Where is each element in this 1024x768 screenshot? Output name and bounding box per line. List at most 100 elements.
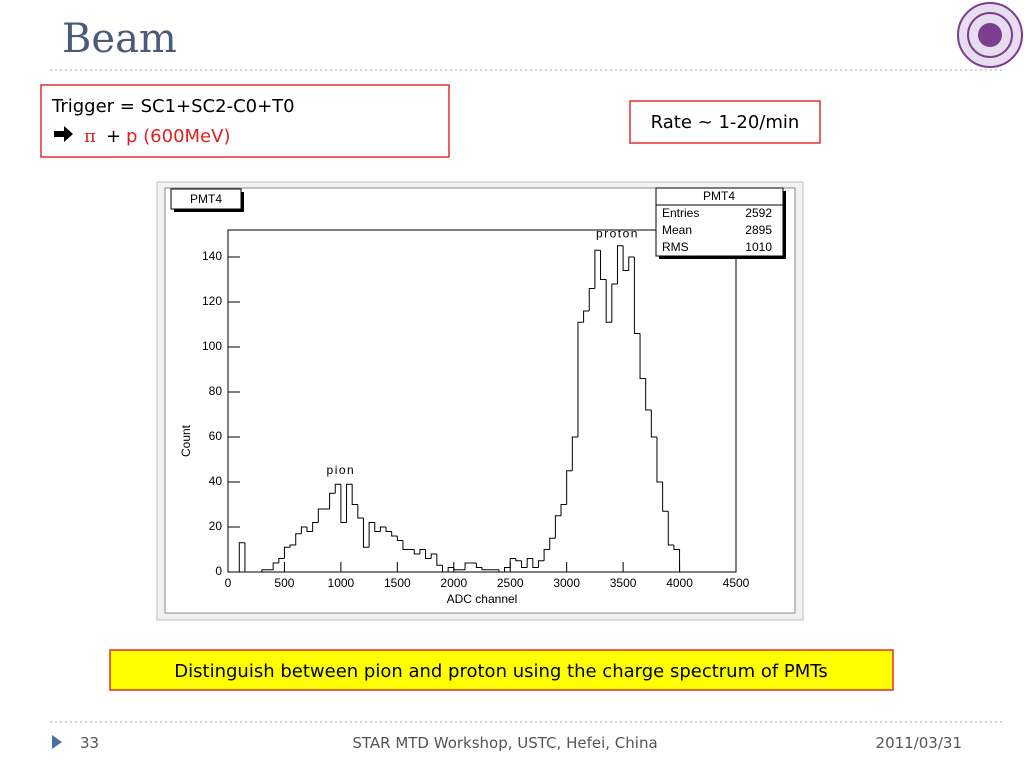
- x-tick-label: 500: [274, 576, 294, 590]
- histogram-bin: [611, 283, 618, 323]
- caption-box: [109, 649, 894, 691]
- histogram-bin: [238, 542, 245, 572]
- page-number: 33: [80, 734, 99, 752]
- histogram-bin: [526, 558, 533, 568]
- x-axis-label: ADC channel: [447, 592, 518, 606]
- histogram-bin: [504, 567, 511, 572]
- histogram-bin: [537, 560, 545, 568]
- trigger: Trigger = SC1+SC2-C0+T0: [51, 96, 295, 117]
- histogram-bin: [605, 279, 612, 323]
- histogram-bin: [464, 562, 471, 570]
- title-box: [170, 188, 242, 210]
- y-tick-label: 140: [202, 249, 222, 263]
- histogram-bin: [441, 565, 449, 573]
- stats-value: 2895: [745, 223, 772, 237]
- histogram-bin: [346, 483, 353, 523]
- histogram-bin: [633, 257, 641, 334]
- histogram-bin: [628, 256, 635, 271]
- plot-area: [227, 229, 737, 573]
- histogram-bin: [645, 378, 652, 411]
- y-tick-label: 0: [215, 564, 222, 578]
- stats-box: [655, 187, 784, 257]
- histogram-bin: [498, 569, 505, 573]
- histogram-bin: [532, 558, 539, 568]
- histogram-bin: [475, 563, 482, 568]
- stats-label: RMS: [662, 240, 689, 254]
- histogram-bin: [588, 288, 595, 311]
- histogram-bin: [453, 567, 460, 571]
- arrow-icon: [54, 126, 73, 142]
- stats-label: Mean: [662, 223, 692, 237]
- slide-title: Beam: [62, 16, 177, 62]
- y-tick-label: 100: [202, 339, 222, 353]
- y-tick-label: 60: [209, 429, 223, 443]
- chart-title: PMT4: [190, 192, 222, 206]
- rate: Rate ~ 1-20/min: [651, 112, 800, 133]
- y-tick-label: 120: [202, 294, 222, 308]
- x-tick-label: 1000: [328, 576, 355, 590]
- histogram-bin: [662, 482, 669, 512]
- histogram-bin: [374, 522, 381, 532]
- histogram-bin: [419, 549, 426, 554]
- x-tick-label: 2000: [440, 576, 467, 590]
- histogram-bin: [515, 558, 522, 562]
- x-tick-label: 0: [225, 576, 232, 590]
- histogram-bin: [283, 546, 291, 559]
- histogram-bin: [650, 410, 657, 438]
- histogram-bin: [521, 560, 528, 568]
- histogram-bin: [667, 511, 674, 546]
- histogram-bin: [300, 526, 308, 534]
- chart: 0 500 1000 1500 2000 2500 3000 3500 4000 4500 0 20 4…: [170, 187, 786, 606]
- stats-value: 2592: [745, 206, 772, 220]
- pi: π: [84, 126, 96, 147]
- caption: Distinguish between pion and proton usin…: [174, 661, 827, 682]
- y-axis-label: Count: [179, 424, 193, 457]
- logo: [957, 2, 1023, 68]
- histogram-bin: [362, 518, 370, 548]
- histogram-bin: [306, 527, 313, 532]
- stats-label: Entries: [662, 206, 699, 220]
- histogram-bin: [543, 549, 550, 561]
- histogram-bin: [312, 522, 319, 532]
- histogram-bin: [566, 470, 573, 505]
- histogram-bin: [272, 562, 279, 570]
- histogram-bin: [351, 484, 358, 505]
- histogram-bin: [385, 527, 392, 532]
- rate-box: [629, 100, 821, 144]
- histogram-bin: [549, 537, 556, 550]
- histogram-bin: [656, 437, 663, 483]
- histogram-bin: [357, 504, 364, 519]
- plus: +: [106, 126, 121, 147]
- histogram-bin: [577, 321, 584, 437]
- histogram-bin: [368, 522, 375, 548]
- annotation: pion: [327, 463, 356, 477]
- histogram-bin: [554, 515, 562, 539]
- x-tick-label: 4000: [666, 576, 693, 590]
- histogram-bin: [639, 333, 646, 379]
- histogram-bin: [261, 569, 268, 572]
- histogram-bin: [430, 553, 437, 559]
- proton-label: p (600MeV): [126, 126, 230, 147]
- x-tick-label: 4500: [723, 576, 750, 590]
- histogram-bin: [571, 436, 578, 471]
- x-tick-label: 2500: [497, 576, 524, 590]
- histogram-bin: [402, 540, 409, 550]
- stats-title: PMT4: [703, 189, 735, 203]
- histogram-bin: [379, 526, 387, 532]
- footer-event: STAR MTD Workshop, USTC, Hefei, China: [352, 734, 657, 752]
- histogram-bin: [616, 245, 624, 284]
- histogram-bin: [334, 483, 341, 494]
- histogram-bin: [679, 549, 686, 573]
- histogram-bin: [560, 504, 567, 516]
- x-tick-label: 3000: [553, 576, 580, 590]
- histogram-bin: [481, 567, 488, 571]
- x-tick-label: 1500: [384, 576, 411, 590]
- histogram-bin: [289, 544, 296, 548]
- histogram-bin: [244, 542, 251, 573]
- histogram-bin: [396, 536, 403, 541]
- histogram-bin: [594, 249, 601, 289]
- y-tick-label: 20: [209, 519, 223, 533]
- histogram-bin: [413, 549, 420, 555]
